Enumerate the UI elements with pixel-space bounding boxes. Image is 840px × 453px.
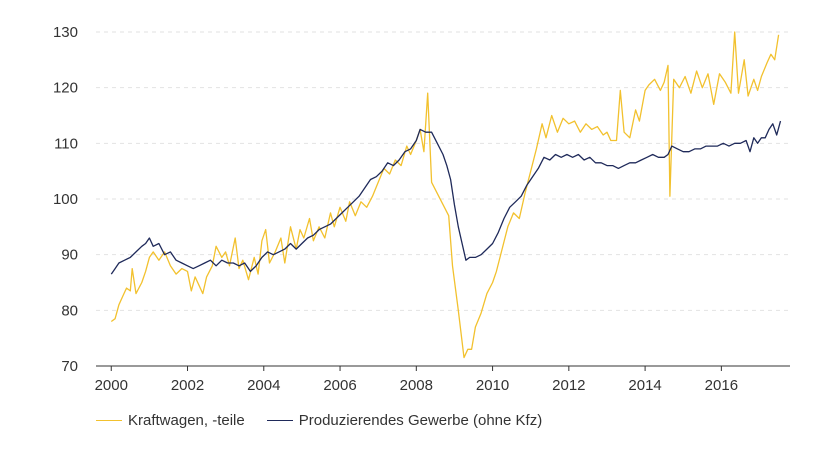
y-axis: 70 80 90 100 110 120 130 xyxy=(53,24,78,375)
x-tick-label-2016: 2016 xyxy=(705,377,738,394)
legend-swatch-produzierendes-gewerbe xyxy=(266,419,293,421)
x-tick-label-2006: 2006 xyxy=(323,377,356,394)
series-line-0 xyxy=(110,31,780,359)
x-tick-label-2002: 2002 xyxy=(171,377,204,394)
grid-lines xyxy=(96,31,790,311)
legend-item-produzierendes-gewerbe: Produzierendes Gewerbe (ohne Kfz) xyxy=(266,411,543,429)
x-axis: 2000 2002 2004 2006 2008 2010 2012 2014 2016 xyxy=(95,366,738,394)
series-line-1 xyxy=(110,120,782,275)
y-tick-label-110: 110 xyxy=(54,135,78,152)
x-tick-label-2010: 2010 xyxy=(476,377,509,394)
x-tick-label-2004: 2004 xyxy=(247,377,280,394)
y-tick-label-100: 100 xyxy=(53,191,78,208)
y-tick-label-80: 80 xyxy=(61,302,78,319)
y-tick-label-70: 70 xyxy=(61,358,78,375)
y-tick-label-120: 120 xyxy=(53,80,78,97)
legend-item-kraftwagen: Kraftwagen, -teile xyxy=(96,412,245,429)
x-tick-label-2008: 2008 xyxy=(400,377,433,394)
x-tick-label-2000: 2000 xyxy=(95,377,128,394)
y-tick-label-90: 90 xyxy=(61,247,78,264)
legend-label-kraftwagen: Kraftwagen, -teile xyxy=(128,411,245,429)
legend: Kraftwagen, -teile Produzierendes Gewerb… xyxy=(96,408,564,432)
y-tick-label-130: 130 xyxy=(53,24,78,41)
x-tick-label-2012: 2012 xyxy=(552,377,585,394)
series-lines xyxy=(110,31,782,359)
legend-swatch-kraftwagen xyxy=(96,419,122,421)
legend-label-produzierendes-gewerbe: Produzierendes Gewerbe (ohne Kfz) xyxy=(298,411,543,429)
x-tick-label-2014: 2014 xyxy=(628,377,661,394)
